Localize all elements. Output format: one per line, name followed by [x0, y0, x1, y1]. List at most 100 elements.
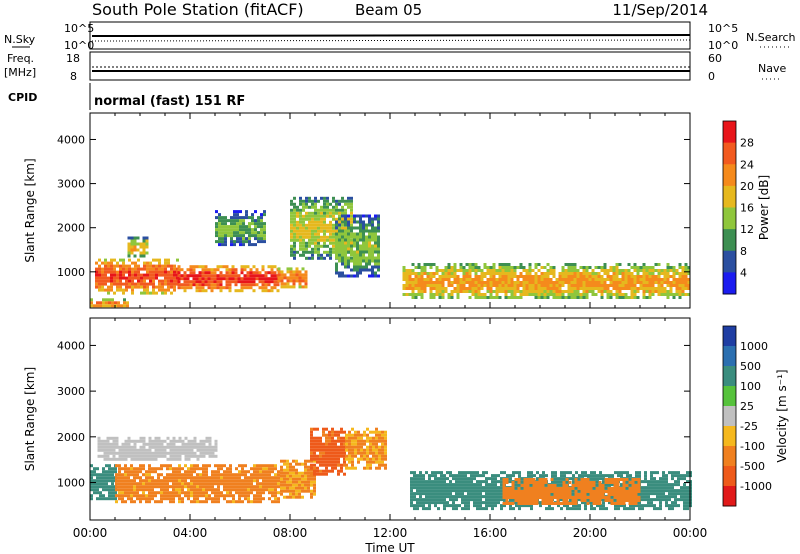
power-cell [305, 250, 308, 254]
velocity-cell [677, 492, 680, 496]
velocity-cell [644, 486, 647, 490]
power-cell [96, 301, 99, 305]
velocity-cell [115, 445, 119, 449]
velocity-cell [372, 457, 375, 461]
velocity-cell [178, 470, 181, 474]
power-cell [338, 241, 341, 245]
velocity-cell [139, 457, 143, 461]
power-cell [594, 287, 598, 290]
velocity-cell [127, 451, 131, 455]
power-cell [603, 266, 607, 269]
power-cell [227, 231, 230, 235]
velocity-cell [112, 442, 116, 446]
velocity-cell [139, 482, 142, 486]
velocity-cell [563, 504, 566, 508]
power-cell [101, 273, 104, 277]
velocity-cell [145, 497, 148, 501]
velocity-cell [437, 501, 440, 505]
power-cell [347, 223, 350, 227]
velocity-cell [467, 486, 470, 490]
velocity-cell [133, 482, 136, 486]
velocity-cell [166, 457, 170, 461]
velocity-cell [307, 477, 310, 481]
velocity-cell [124, 448, 128, 452]
power-cell [471, 278, 475, 281]
power-cell [657, 284, 661, 287]
power-cell [167, 282, 170, 286]
power-cell [158, 267, 161, 271]
velocity-cell [553, 484, 557, 487]
velocity-cell [440, 471, 443, 475]
velocity-cell [511, 496, 515, 499]
velocity-cell [127, 476, 130, 480]
velocity-cell [653, 471, 656, 475]
velocity-cell [560, 480, 563, 484]
velocity-cell [202, 488, 205, 492]
power-cell [368, 259, 371, 263]
velocity-cell [151, 488, 154, 492]
power-cell [320, 211, 323, 215]
velocity-cell [378, 463, 381, 467]
velocity-cell [674, 492, 677, 496]
power-cell [323, 250, 326, 254]
power-cell [672, 278, 676, 281]
velocity-cell [133, 445, 137, 449]
velocity-cell [253, 467, 256, 471]
power-cell [131, 273, 134, 277]
power-cell [338, 253, 341, 257]
power-cell [501, 266, 505, 269]
power-cell [627, 278, 631, 281]
power-cell [221, 228, 224, 232]
power-cell [350, 256, 353, 260]
power-cell [290, 244, 293, 248]
power-cell [218, 222, 221, 226]
velocity-cell [554, 477, 557, 481]
velocity-cell [598, 490, 602, 493]
power-cell [236, 231, 239, 235]
power-cell [414, 296, 418, 299]
velocity-cell [208, 497, 211, 501]
velocity-cell [202, 500, 205, 504]
power-cell [133, 236, 137, 240]
power-cell [277, 276, 281, 280]
velocity-cell [205, 470, 208, 474]
power-cell [104, 264, 107, 268]
power-cell [119, 258, 122, 262]
power-cell [131, 285, 134, 289]
power-cell [606, 290, 610, 293]
power-cell [152, 270, 155, 274]
velocity-cell [214, 494, 217, 498]
velocity-cell [130, 485, 133, 489]
power-cell [263, 240, 266, 244]
velocity-cell [565, 499, 569, 502]
power-cell [525, 278, 529, 281]
power-cell [350, 253, 353, 257]
power-cell [107, 267, 110, 271]
power-cell [189, 271, 193, 275]
velocity-cell [583, 487, 587, 490]
power-cell [207, 283, 211, 287]
velocity-cell [527, 471, 530, 475]
velocity-cell [142, 445, 146, 449]
velocity-cell [187, 473, 190, 477]
velocity-cell [325, 454, 328, 458]
power-cell [377, 259, 380, 263]
velocity-cell [289, 465, 292, 469]
nsky-tick-bottom: 10^0 [64, 39, 94, 52]
power-cell [236, 216, 239, 220]
velocity-cell [262, 464, 265, 468]
velocity-cell [520, 502, 524, 505]
power-cell [525, 290, 529, 293]
velocity-cell [127, 442, 131, 446]
power-cell [260, 213, 263, 217]
velocity-cell [410, 498, 413, 502]
velocity-cell [196, 491, 199, 495]
power-cell [128, 282, 131, 286]
velocity-cell [96, 488, 99, 492]
power-cell [329, 214, 332, 218]
velocity-cell [410, 486, 413, 490]
power-cell [293, 241, 296, 245]
velocity-cell [683, 474, 686, 478]
power-cell [552, 296, 556, 299]
power-cell [633, 263, 637, 266]
